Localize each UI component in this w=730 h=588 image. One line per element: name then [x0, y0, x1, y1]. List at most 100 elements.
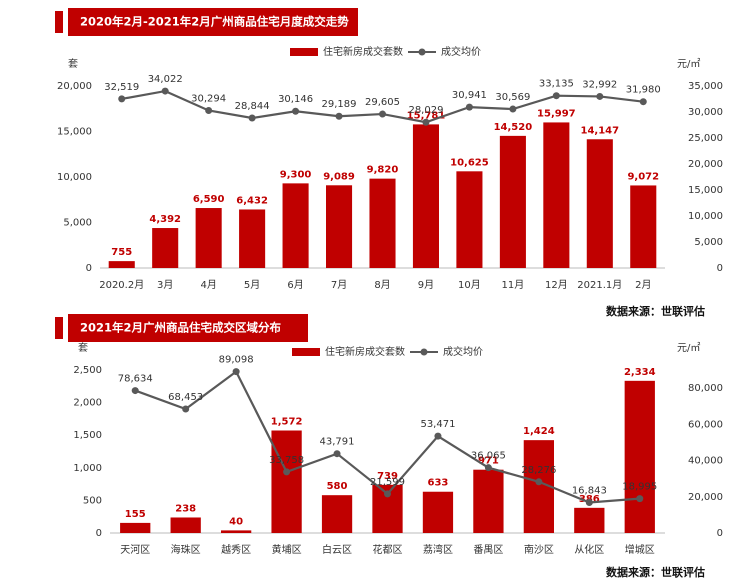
y2-tick-label: 0 — [717, 528, 723, 539]
source-note: 数据来源：世联评估 — [606, 565, 705, 579]
y2-axis-label: 元/㎡ — [677, 58, 700, 70]
line-value-label: 36,065 — [471, 451, 506, 462]
bar — [108, 261, 135, 268]
line-value-label: 16,843 — [572, 485, 607, 496]
y2-tick-label: 15,000 — [688, 185, 723, 196]
line-value-label: 28,276 — [521, 465, 556, 476]
y2-tick-label: 40,000 — [688, 456, 723, 467]
bar — [221, 530, 252, 533]
line-value-label: 31,980 — [626, 85, 661, 96]
bar-value-label: 238 — [175, 503, 196, 514]
line-marker — [596, 92, 604, 100]
line-value-label: 28,029 — [408, 105, 443, 116]
y2-tick-label: 20,000 — [688, 492, 723, 503]
line-value-label: 30,941 — [452, 90, 487, 101]
line-value-label: 29,605 — [365, 97, 400, 108]
bar — [473, 469, 504, 533]
line-value-label: 68,453 — [168, 392, 203, 403]
x-tick-label: 4月 — [200, 279, 216, 291]
line-marker — [248, 114, 256, 122]
bar — [422, 491, 454, 533]
bar — [239, 209, 266, 268]
bar — [630, 185, 657, 268]
line-marker — [335, 112, 343, 120]
title-marker — [55, 317, 63, 339]
bar-value-label: 15,781 — [407, 110, 446, 121]
bar — [152, 228, 179, 268]
line-value-label: 78,634 — [118, 374, 153, 385]
bar — [574, 507, 605, 533]
legend-swatch — [420, 348, 428, 356]
chart-title: 2020年2月-2021年2月广州商品住宅月度成交走势 — [80, 15, 349, 29]
legend-swatch — [418, 48, 426, 56]
line-value-label: 89,098 — [219, 355, 254, 366]
x-tick-label: 海珠区 — [171, 543, 201, 556]
line-value-label: 43,791 — [320, 437, 355, 448]
y-tick-label: 1,000 — [73, 463, 102, 474]
chart-title: 2021年2月广州商品住宅成交区域分布 — [80, 321, 282, 335]
line-marker — [292, 107, 300, 115]
y2-tick-label: 30,000 — [688, 107, 723, 118]
bar-value-label: 633 — [428, 478, 449, 489]
line-value-label: 18,995 — [622, 482, 657, 493]
x-tick-label: 2020.2月 — [99, 279, 144, 291]
bar-value-label: 755 — [111, 247, 132, 258]
x-tick-label: 增城区 — [625, 543, 655, 556]
bar-value-label: 739 — [377, 471, 398, 482]
line-marker — [535, 478, 543, 486]
bar-value-label: 14,147 — [581, 125, 620, 136]
legend-label: 成交均价 — [441, 45, 481, 58]
x-tick-label: 番禺区 — [473, 544, 503, 556]
bar-value-label: 9,820 — [367, 165, 399, 176]
y-tick-label: 5,000 — [63, 218, 92, 229]
legend-swatch — [292, 348, 320, 356]
title-marker — [55, 11, 63, 33]
line-marker — [232, 368, 240, 376]
y-tick-label: 15,000 — [57, 127, 92, 138]
x-tick-label: 11月 — [502, 279, 525, 291]
bar — [271, 430, 302, 533]
line-value-label: 21,599 — [370, 477, 405, 488]
bar-value-label: 4,392 — [149, 214, 181, 225]
line-value-label: 28,844 — [235, 101, 270, 112]
bar — [170, 517, 201, 533]
bar-value-label: 6,590 — [193, 194, 225, 205]
line-value-label: 29,189 — [322, 99, 357, 110]
y2-tick-label: 5,000 — [694, 237, 723, 248]
y-axis-label: 套 — [68, 57, 78, 70]
bar-value-label: 40 — [229, 516, 243, 527]
line-value-label: 30,146 — [278, 94, 313, 105]
line-marker — [509, 105, 517, 113]
line-marker — [379, 110, 386, 118]
x-tick-label: 黄埔区 — [272, 543, 302, 556]
line-value-label: 33,758 — [269, 455, 304, 466]
line-marker — [205, 106, 213, 114]
bar — [321, 495, 353, 533]
line-value-label: 30,294 — [191, 93, 226, 104]
source-note: 数据来源：世联评估 — [606, 304, 705, 318]
bar-value-label: 1,572 — [271, 417, 303, 428]
y2-tick-label: 25,000 — [688, 133, 723, 144]
line-marker — [552, 92, 560, 100]
x-tick-label: 2月 — [635, 279, 651, 291]
bar-value-label: 9,300 — [280, 169, 312, 180]
line-marker — [636, 495, 644, 503]
bar-value-label: 15,997 — [537, 108, 576, 119]
line-value-label: 32,519 — [104, 82, 139, 93]
x-tick-label: 3月 — [157, 279, 173, 291]
line-marker — [465, 103, 473, 111]
bar — [195, 208, 222, 268]
y2-tick-label: 0 — [717, 263, 723, 274]
y-tick-label: 1,500 — [73, 430, 102, 441]
x-tick-label: 荔湾区 — [423, 543, 453, 556]
x-tick-label: 12月 — [545, 279, 568, 291]
legend-swatch — [290, 48, 318, 56]
line-value-label: 32,992 — [582, 79, 617, 90]
bar — [326, 185, 353, 268]
line-marker — [484, 464, 492, 472]
line-marker — [283, 468, 291, 476]
bar-value-label: 580 — [327, 481, 348, 492]
bar-value-label: 155 — [125, 509, 146, 520]
bar — [369, 178, 396, 268]
